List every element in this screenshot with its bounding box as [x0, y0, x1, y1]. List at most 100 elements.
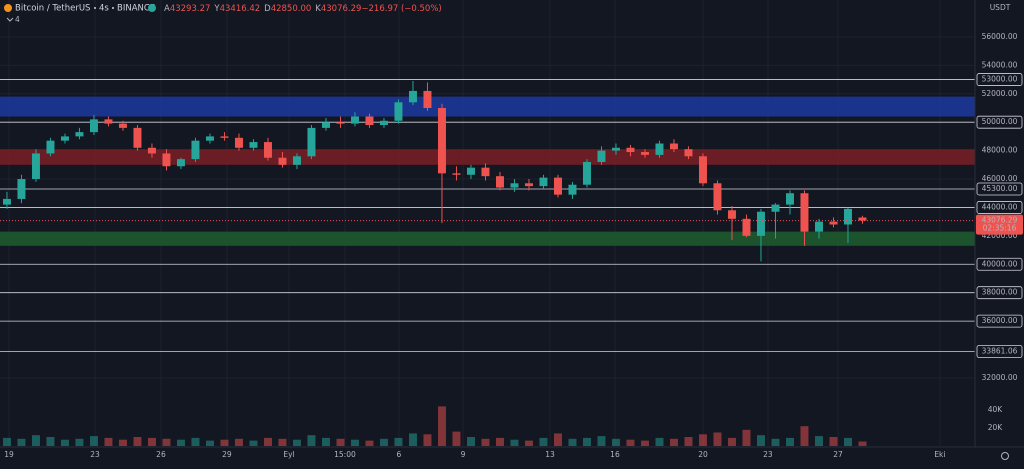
- ohlc-prefix: K: [315, 4, 321, 14]
- candle-body: [698, 156, 707, 184]
- zone: [0, 231, 975, 246]
- volume-bar: [205, 440, 214, 446]
- volume-bar: [307, 435, 316, 446]
- price-label-box: [976, 182, 1023, 196]
- candle-body: [800, 193, 809, 232]
- ohlc-prefix: A: [164, 4, 170, 14]
- currency[interactable]: USDT: [990, 3, 1011, 12]
- candle-body: [234, 137, 243, 148]
- candle-body: [771, 204, 780, 212]
- exchange: BINANCE: [117, 4, 155, 14]
- ohlc-prefix: D: [264, 4, 271, 14]
- candle-body: [191, 140, 200, 160]
- volume-tick-label: 40K: [988, 405, 1004, 414]
- volume-bar: [626, 439, 635, 446]
- candle-body: [452, 173, 461, 175]
- ohlc-value: −216.97 (−0.50%): [361, 4, 441, 14]
- candle-body: [176, 159, 185, 167]
- candle-body: [713, 183, 722, 211]
- candle-body: [60, 136, 69, 141]
- candle-body: [162, 153, 171, 167]
- candle-body: [640, 152, 649, 155]
- x-tick-label: Eki: [934, 450, 945, 459]
- volume-bar: [379, 438, 388, 446]
- status-icon[interactable]: [148, 4, 156, 12]
- volume-bar: [713, 432, 722, 446]
- candle-body: [350, 116, 359, 124]
- volume-bar: [829, 437, 838, 446]
- volume-bar: [640, 440, 649, 446]
- volume-bar: [785, 437, 794, 446]
- volume-bar: [466, 437, 475, 446]
- candle-body: [46, 140, 55, 154]
- volume-bar: [365, 440, 374, 446]
- price-label-box: [976, 257, 1023, 271]
- volume-bar: [655, 437, 664, 446]
- candle-body: [147, 147, 156, 154]
- volume-bar: [60, 439, 69, 446]
- x-tick-label: 27: [833, 450, 843, 459]
- y-tick-label: 52000.00: [982, 89, 1018, 98]
- volume-bar: [495, 437, 504, 446]
- x-tick-label: 15:00: [334, 450, 356, 459]
- candle-body: [756, 211, 765, 236]
- candle-body: [394, 102, 403, 121]
- symbol-title[interactable]: Bitcoin / TetherUS: [15, 4, 90, 14]
- candle-body: [611, 147, 620, 151]
- candle-body: [858, 217, 867, 221]
- candle-body: [336, 122, 345, 124]
- volume-bar: [2, 437, 11, 446]
- volume-bar: [408, 433, 417, 446]
- y-tick-label: 56000.00: [982, 32, 1018, 41]
- candle-body: [423, 90, 432, 108]
- volume-bar: [321, 437, 330, 446]
- candle-body: [626, 147, 635, 153]
- volume-bar: [814, 436, 823, 446]
- volume-bar: [162, 438, 171, 446]
- volume-bar: [220, 439, 229, 446]
- header: Bitcoin / TetherUS 4s BINANCE 4 A43293.2…: [4, 4, 442, 24]
- volume-tick-label: 20K: [988, 423, 1004, 432]
- volume-bar: [17, 438, 26, 446]
- price-label-box: [976, 314, 1023, 328]
- volume-bar: [263, 437, 272, 446]
- volume-bar: [292, 439, 301, 446]
- x-tick-label: 23: [90, 450, 100, 459]
- candle-body: [2, 198, 11, 205]
- candle-body: [263, 142, 272, 158]
- volume-bar: [727, 437, 736, 446]
- symbol-icon[interactable]: [4, 4, 12, 12]
- x-tick-label: 29: [222, 450, 232, 459]
- collapse-icon[interactable]: [6, 17, 14, 22]
- candle-body: [249, 142, 258, 148]
- candle-body: [582, 161, 591, 185]
- candle-body: [829, 221, 838, 225]
- candle-body: [365, 116, 374, 126]
- price-label: 53000.00: [982, 75, 1018, 84]
- candle-body: [220, 136, 229, 138]
- volume-bar: [843, 437, 852, 446]
- interval[interactable]: 4s: [99, 4, 109, 14]
- volume-bar: [524, 440, 533, 446]
- price-label: 36000.00: [982, 316, 1018, 325]
- zone: [0, 96, 975, 117]
- y-tick-label: 54000.00: [982, 60, 1018, 69]
- candle-body: [133, 127, 142, 148]
- candle-body: [597, 150, 606, 162]
- volume-bar: [46, 437, 55, 446]
- volume-bar: [858, 441, 867, 446]
- ohlc-values: A43293.27 Y43416.42 D42850.00 K43076.29−216…: [164, 4, 442, 14]
- volume-bar: [278, 438, 287, 446]
- last-price-label: 43076.29: [982, 216, 1018, 225]
- separator: [94, 7, 96, 9]
- y-tick-label: 42000.00: [982, 231, 1018, 240]
- candle-body: [495, 176, 504, 188]
- settings-icon[interactable]: [1001, 452, 1009, 460]
- price-label-box: [976, 286, 1023, 300]
- price-label: 33861.06: [982, 347, 1018, 356]
- hidden-count[interactable]: 4: [15, 15, 20, 24]
- candle-body: [539, 177, 548, 187]
- volume-bar: [481, 438, 490, 446]
- candle-body: [104, 119, 113, 124]
- volume-bar: [510, 439, 519, 446]
